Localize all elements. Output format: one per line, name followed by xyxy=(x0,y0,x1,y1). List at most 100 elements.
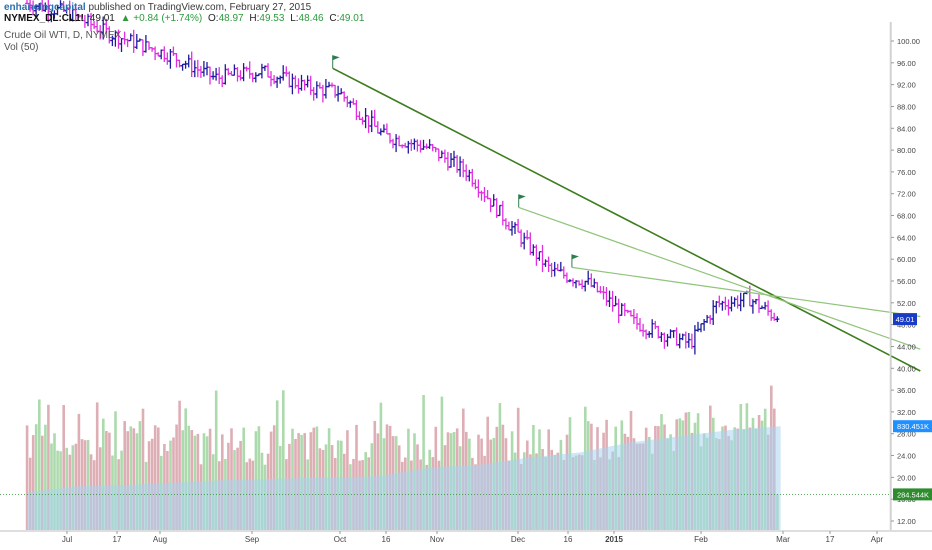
y-tick-label: 68.00 xyxy=(897,212,916,221)
y-tick-label: 76.00 xyxy=(897,168,916,177)
price-tag: 49.01 xyxy=(893,313,917,326)
x-tick-label: Feb xyxy=(694,535,708,544)
volume-bar xyxy=(230,428,233,530)
volume-bar xyxy=(95,402,99,530)
y-tick-label: 80.00 xyxy=(897,146,916,155)
y-tick-label: 32.00 xyxy=(897,408,916,417)
author-link[interactable]: enhancingcapital xyxy=(4,2,86,13)
publish-info: published on TradingView.com, February 2… xyxy=(88,2,312,13)
y-tick-label: 92.00 xyxy=(897,81,916,90)
flag-icon xyxy=(332,55,340,69)
volume-tag: 830.451K xyxy=(893,420,932,433)
volume-bar xyxy=(135,433,139,530)
volume-bar xyxy=(83,440,87,530)
y-tick-label: 44.00 xyxy=(897,343,916,352)
y-tick-label: 60.00 xyxy=(897,255,916,264)
x-tick-label: 16 xyxy=(382,535,391,544)
volume-bar xyxy=(132,428,136,530)
volume-bar xyxy=(126,431,129,530)
x-tick-label: Dec xyxy=(511,535,525,544)
price-tag-bg xyxy=(893,313,917,326)
volume-bar xyxy=(440,396,444,530)
x-tick-label: Apr xyxy=(871,535,884,544)
volume-bar xyxy=(379,402,383,530)
volume-legend[interactable]: Vol (50) xyxy=(4,42,39,53)
open-value: 48.97 xyxy=(218,13,244,24)
x-tick-label: Oct xyxy=(334,535,347,544)
open-label: O: xyxy=(208,13,219,24)
volume-bar xyxy=(44,424,47,530)
volume-bar xyxy=(175,424,178,530)
price-tag-label: 49.01 xyxy=(896,315,915,324)
volume-bar xyxy=(102,418,105,530)
volume-pane xyxy=(0,385,890,530)
close-value: 49.01 xyxy=(339,13,365,24)
volume-bar xyxy=(242,427,245,530)
volume-ma-area xyxy=(27,426,781,530)
volume-bar xyxy=(53,433,56,530)
volume-bar xyxy=(86,439,90,530)
flag-cloth xyxy=(571,254,579,260)
volume-bar xyxy=(138,421,142,530)
flag-cloth xyxy=(332,55,340,61)
x-tick-label: Mar xyxy=(776,535,790,544)
symbol-line: NYMEX_DL:CL1! 49.01 ▲ +0.84 (+1.74%) O:4… xyxy=(4,13,364,25)
volume-bar xyxy=(129,426,133,530)
trendline xyxy=(571,266,921,318)
axes: 100.00 96.00 92.00 88.00 84.00 80.00 76.00 72.0… xyxy=(0,22,932,544)
volume-bar xyxy=(108,432,111,530)
y-tick-label: 72.00 xyxy=(897,190,916,199)
volume-bar xyxy=(114,411,117,530)
y-tick-label: 84.00 xyxy=(897,124,916,133)
y-tick-label: 64.00 xyxy=(897,233,916,242)
volume-bar xyxy=(157,427,160,530)
trendline-layer xyxy=(332,55,921,372)
volume-bar xyxy=(214,390,218,530)
volume-bar xyxy=(187,425,191,530)
y-tick-label: 28.00 xyxy=(897,430,916,439)
volume-bar xyxy=(141,408,145,530)
symbol-name[interactable]: NYMEX_DL:CL1! xyxy=(4,13,85,24)
x-tick-label: 16 xyxy=(564,535,573,544)
y-tick-label: 100.00 xyxy=(897,37,920,46)
volume-bar xyxy=(34,424,38,530)
instrument-legend[interactable]: Crude Oil WTI, D, NYMEX xyxy=(4,30,122,41)
y-tick-label: 36.00 xyxy=(897,386,916,395)
volume-bar xyxy=(41,435,44,530)
volume-tag-bg xyxy=(893,488,932,501)
last-price: 49.01 xyxy=(89,13,115,24)
volume-bar xyxy=(373,420,377,530)
volume-bar xyxy=(275,400,279,530)
volume-bar xyxy=(123,421,126,530)
price-pane xyxy=(25,0,780,355)
volume-bar xyxy=(31,435,35,530)
trendline xyxy=(332,67,921,372)
volume-bar xyxy=(38,399,41,530)
x-tick-label: 2015 xyxy=(605,535,623,544)
volume-bar xyxy=(47,404,50,530)
y-tick-label: 24.00 xyxy=(897,452,916,461)
x-tick-label: Aug xyxy=(153,535,167,544)
volume-bar xyxy=(257,426,261,530)
y-tick-label: 56.00 xyxy=(897,277,916,286)
volume-bar xyxy=(422,395,425,530)
y-tick-label: 40.00 xyxy=(897,364,916,373)
publish-line: enhancingcapital published on TradingVie… xyxy=(4,2,311,14)
volume-tag-label: 284.544K xyxy=(897,490,929,499)
flag-icon xyxy=(518,194,526,208)
trendline xyxy=(518,206,921,350)
y-tick-label: 52.00 xyxy=(897,299,916,308)
ohlc-bar xyxy=(775,316,780,323)
volume-bar xyxy=(77,413,81,530)
volume-bar xyxy=(208,428,212,530)
volume-bar xyxy=(181,430,184,530)
volume-bar xyxy=(282,390,285,530)
volume-tag: 284.544K xyxy=(893,488,932,501)
x-tick-label: 17 xyxy=(113,535,122,544)
high-value: 49.53 xyxy=(259,13,285,24)
y-tick-label: 96.00 xyxy=(897,59,916,68)
flag-icon xyxy=(571,254,579,268)
volume-bar xyxy=(62,405,65,530)
close-label: C: xyxy=(329,13,340,24)
